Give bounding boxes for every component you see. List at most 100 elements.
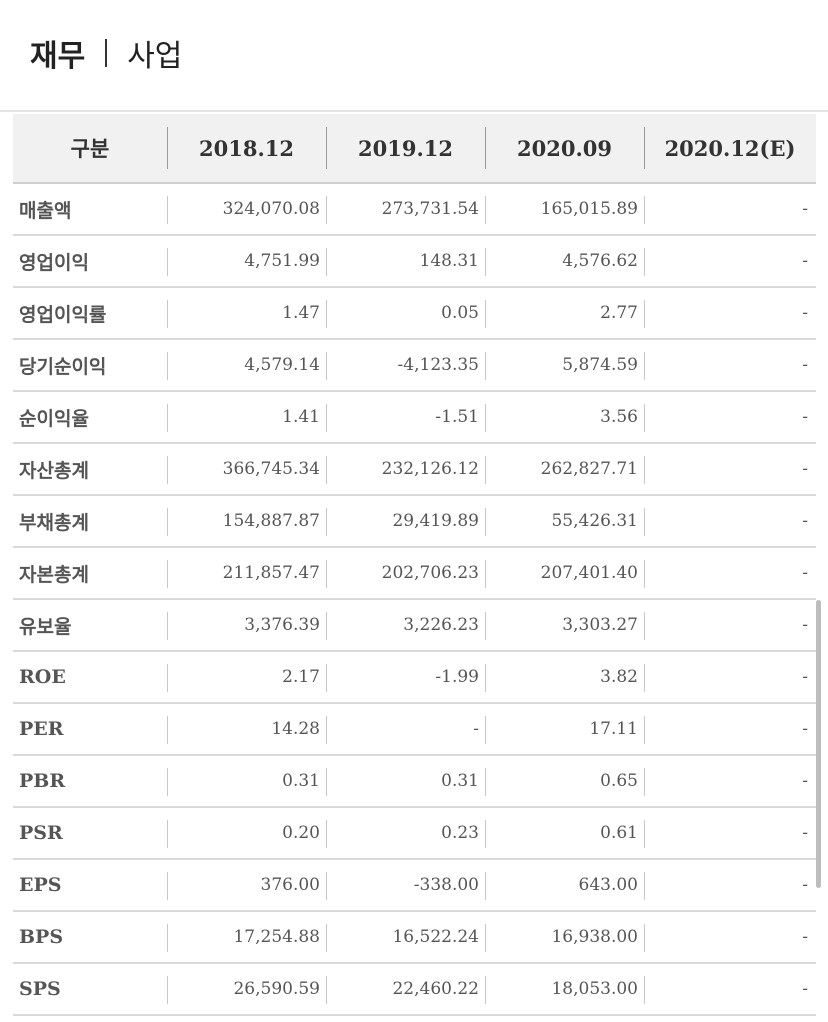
cell-value: - — [644, 963, 816, 1016]
cell-text: - — [802, 563, 808, 583]
cell-text: - — [802, 615, 808, 635]
cell-text: - — [802, 459, 808, 479]
cell-text: - — [473, 719, 479, 739]
table-row-psr: PSR 0.20 0.23 0.61 - — [13, 807, 816, 860]
column-header-2019-12: 2019.12 — [326, 114, 485, 184]
row-label: 자본총계 — [13, 547, 167, 600]
table-row-roe: ROE 2.17 -1.99 3.82 - — [13, 651, 816, 704]
table-header: 구분 2018.12 2019.12 2020.09 2020.12(E) — [13, 114, 816, 184]
cell-text: - — [802, 823, 808, 843]
cell-value: 16,522.24 — [326, 911, 485, 964]
cell-text: 0.20 — [282, 823, 320, 843]
cell-value: - — [644, 443, 816, 496]
cell-text: 202,706.23 — [381, 563, 479, 583]
cell-value: 3.82 — [485, 651, 644, 704]
tab-divider — [105, 39, 108, 67]
column-header-2020-12e: 2020.12(E) — [644, 114, 816, 184]
cell-value: - — [644, 547, 816, 600]
cell-value: 3,303.27 — [485, 599, 644, 652]
cell-value: 0.61 — [485, 807, 644, 860]
cell-text: - — [802, 251, 808, 271]
cell-value: - — [644, 807, 816, 860]
row-label: 순이익율 — [13, 391, 167, 444]
cell-value: 16,938.00 — [485, 911, 644, 964]
cell-text: 232,126.12 — [381, 459, 479, 479]
table-row-total-assets: 자산총계 366,745.34 232,126.12 262,827.71 - — [13, 443, 816, 496]
row-label: PSR — [13, 807, 167, 860]
cell-value: 0.20 — [167, 807, 326, 860]
tab-bar: 재무 사업 — [30, 26, 182, 80]
cell-text: - — [802, 355, 808, 375]
cell-value: - — [644, 287, 816, 340]
cell-text: 0.05 — [441, 303, 479, 323]
row-label: EPS — [13, 859, 167, 912]
cell-text: 0.61 — [600, 823, 638, 843]
cell-text: 211,857.47 — [222, 563, 320, 583]
cell-value: - — [644, 235, 816, 288]
vertical-scrollbar[interactable] — [816, 600, 821, 888]
cell-text: 262,827.71 — [540, 459, 638, 479]
tab-business[interactable]: 사업 — [127, 39, 183, 74]
cell-text: 0.31 — [282, 771, 320, 791]
cell-value: 22,460.22 — [326, 963, 485, 1016]
cell-value: - — [644, 651, 816, 704]
cell-value: 4,579.14 — [167, 339, 326, 392]
cell-text: -4,123.35 — [397, 355, 479, 375]
cell-text: 55,426.31 — [551, 511, 638, 531]
table-row-bps: BPS 17,254.88 16,522.24 16,938.00 - — [13, 911, 816, 964]
cell-value: 376.00 — [167, 859, 326, 912]
cell-value: 207,401.40 — [485, 547, 644, 600]
table-row-total-equity: 자본총계 211,857.47 202,706.23 207,401.40 - — [13, 547, 816, 600]
cell-value: 5,874.59 — [485, 339, 644, 392]
cell-value: 4,751.99 — [167, 235, 326, 288]
table-row-operating-margin: 영업이익률 1.47 0.05 2.77 - — [13, 287, 816, 340]
cell-value: 2.77 — [485, 287, 644, 340]
table-row-reserve-ratio: 유보율 3,376.39 3,226.23 3,303.27 - — [13, 599, 816, 652]
cell-value: 232,126.12 — [326, 443, 485, 496]
table-row-per: PER 14.28 - 17.11 - — [13, 703, 816, 756]
cell-text: 3.82 — [600, 667, 638, 687]
table-row-sps: SPS 26,590.59 22,460.22 18,053.00 - — [13, 963, 816, 1016]
tab-finance[interactable]: 재무 — [30, 39, 86, 74]
cell-text: 1.41 — [282, 407, 320, 427]
cell-value: 2.17 — [167, 651, 326, 704]
cell-value: 0.65 — [485, 755, 644, 808]
cell-text: 154,887.87 — [222, 511, 320, 531]
cell-text: -1.99 — [435, 667, 479, 687]
cell-value: 17.11 — [485, 703, 644, 756]
cell-text: 376.00 — [260, 875, 320, 895]
cell-value: 643.00 — [485, 859, 644, 912]
cell-text: 643.00 — [578, 875, 638, 895]
cell-value: -1.51 — [326, 391, 485, 444]
cell-value: 324,070.08 — [167, 183, 326, 236]
column-header-2020-09: 2020.09 — [485, 114, 644, 184]
cell-value: 273,731.54 — [326, 183, 485, 236]
header-row: 구분 2018.12 2019.12 2020.09 2020.12(E) — [13, 114, 816, 184]
cell-text: -338.00 — [413, 875, 479, 895]
cell-text: 4,576.62 — [562, 251, 638, 271]
cell-value: 0.23 — [326, 807, 485, 860]
row-label: 매출액 — [13, 183, 167, 236]
cell-value: - — [644, 391, 816, 444]
table-row-net-margin: 순이익율 1.41 -1.51 3.56 - — [13, 391, 816, 444]
cell-value: - — [644, 859, 816, 912]
cell-text: 3,303.27 — [562, 615, 638, 635]
cell-value: 14.28 — [167, 703, 326, 756]
cell-text: 0.23 — [441, 823, 479, 843]
cell-value: 4,576.62 — [485, 235, 644, 288]
cell-text: 2.17 — [282, 667, 320, 687]
cell-text: 3.56 — [600, 407, 638, 427]
column-header-category: 구분 — [13, 114, 167, 184]
row-label: SPS — [13, 963, 167, 1016]
cell-text: 1.47 — [282, 303, 320, 323]
row-label: ROE — [13, 651, 167, 704]
cell-text: 207,401.40 — [540, 563, 638, 583]
row-label: BPS — [13, 911, 167, 964]
table-row-net-income: 당기순이익 4,579.14 -4,123.35 5,874.59 - — [13, 339, 816, 392]
cell-text: - — [802, 511, 808, 531]
cell-value: - — [644, 599, 816, 652]
cell-text: 148.31 — [419, 251, 479, 271]
row-label: 자산총계 — [13, 443, 167, 496]
cell-value: 154,887.87 — [167, 495, 326, 548]
